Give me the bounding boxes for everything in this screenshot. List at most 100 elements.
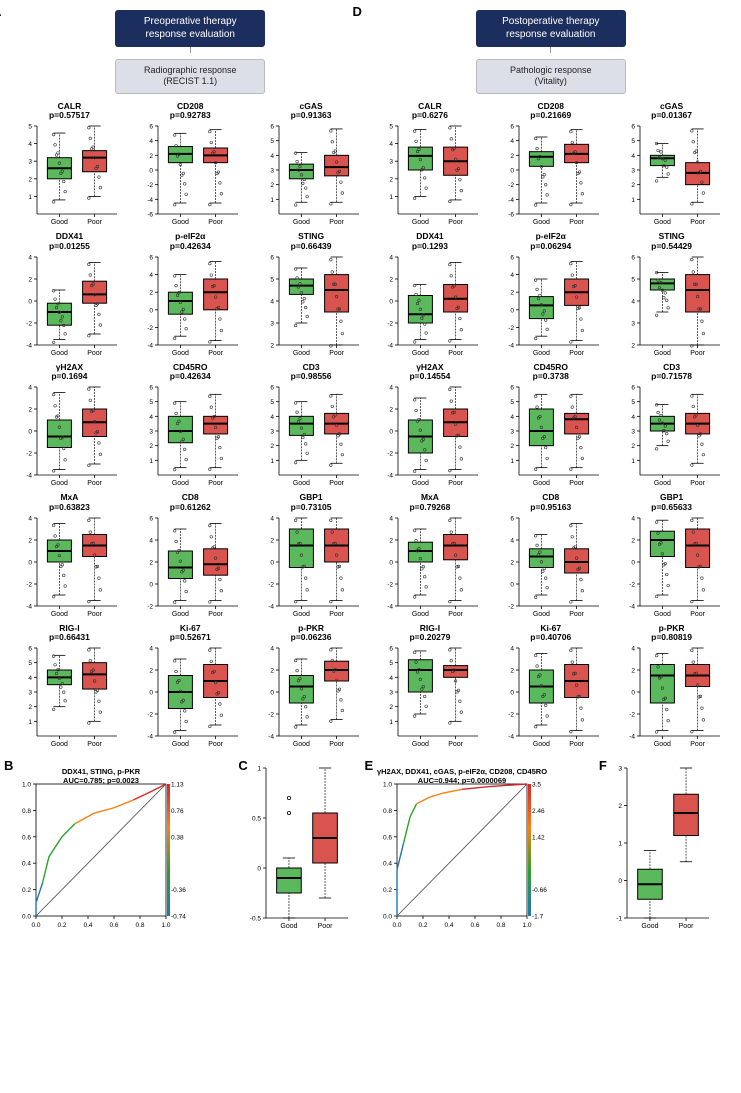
A-title-box: Preoperative therapy response evaluation bbox=[115, 10, 265, 47]
boxplot-title: CD3p=0.98556 bbox=[291, 363, 332, 383]
boxplot-svg: 123456GoodPoor bbox=[618, 122, 726, 230]
svg-text:-4: -4 bbox=[629, 734, 635, 741]
svg-text:4: 4 bbox=[389, 515, 393, 522]
panel-D-grid: CALRp=0.627612345GoodPoorCD208p=0.21669-… bbox=[371, 102, 732, 753]
boxplot-STING: STINGp=0.5442923456GoodPoor bbox=[612, 232, 731, 361]
connector bbox=[190, 47, 191, 53]
svg-text:6: 6 bbox=[150, 254, 154, 261]
boxplot-svg: -4-2024GoodPoor bbox=[257, 514, 365, 622]
svg-text:0: 0 bbox=[29, 559, 33, 566]
svg-text:Good: Good bbox=[51, 219, 68, 226]
svg-text:3: 3 bbox=[150, 429, 154, 436]
boxplot-CD208: CD208p=0.21669-6-4-20246GoodPoor bbox=[491, 102, 610, 231]
svg-text:-2: -2 bbox=[508, 324, 514, 331]
svg-text:-2: -2 bbox=[268, 581, 274, 588]
panel-B: B DDX41, STING, p-PKRAUC=0.785; p=0.0023… bbox=[10, 764, 244, 934]
panel-label-A: A bbox=[0, 4, 1, 19]
boxplot-CALR: CALRp=0.5751712345GoodPoor bbox=[10, 102, 129, 231]
panel-label-B: B bbox=[4, 758, 13, 773]
boxplot-CALR: CALRp=0.627612345GoodPoor bbox=[371, 102, 490, 231]
svg-text:0: 0 bbox=[150, 168, 154, 175]
svg-text:2: 2 bbox=[270, 537, 274, 544]
svg-text:-4: -4 bbox=[387, 473, 393, 480]
svg-text:2: 2 bbox=[389, 407, 393, 414]
bottom-row: B DDX41, STING, p-PKRAUC=0.785; p=0.0023… bbox=[10, 764, 731, 934]
svg-text:1.0: 1.0 bbox=[161, 922, 170, 929]
svg-text:-2: -2 bbox=[629, 712, 635, 719]
svg-text:0.5: 0.5 bbox=[252, 816, 261, 823]
svg-text:5: 5 bbox=[631, 276, 635, 283]
svg-text:-4: -4 bbox=[27, 342, 33, 349]
svg-text:Poor: Poor bbox=[88, 480, 103, 487]
svg-text:Poor: Poor bbox=[208, 480, 223, 487]
boxplot-p-PKR: p-PKRp=0.80819-4-2024GoodPoor bbox=[612, 624, 731, 753]
boxplot-CD3: CD3p=0.98556123456GoodPoor bbox=[252, 363, 371, 492]
svg-text:Poor: Poor bbox=[318, 923, 333, 930]
svg-text:5: 5 bbox=[150, 399, 154, 406]
svg-text:-4: -4 bbox=[268, 734, 274, 741]
svg-text:6: 6 bbox=[389, 646, 393, 653]
svg-text:0: 0 bbox=[631, 559, 635, 566]
boxplot-CD45RO: CD45ROp=0.3738123456GoodPoor bbox=[491, 363, 610, 492]
svg-text:3: 3 bbox=[270, 320, 274, 327]
boxplot-title: γH2AXp=0.1694 bbox=[51, 363, 87, 383]
boxplot-title: CD8p=0.61262 bbox=[170, 493, 211, 513]
svg-text:3: 3 bbox=[389, 159, 393, 166]
svg-text:4: 4 bbox=[510, 138, 514, 145]
boxplot-svg: -6-4-20246GoodPoor bbox=[136, 122, 244, 230]
panel-E: E γH2AX, DDX41, cGAS, p-eIF2α, CD208, CD… bbox=[371, 764, 605, 934]
svg-text:5: 5 bbox=[631, 399, 635, 406]
svg-text:6: 6 bbox=[150, 385, 154, 392]
svg-text:Good: Good bbox=[293, 219, 310, 226]
boxplot-title: CD208p=0.92783 bbox=[170, 102, 211, 122]
boxplot-title: CD3p=0.71578 bbox=[651, 363, 692, 383]
svg-text:1.42: 1.42 bbox=[532, 834, 545, 841]
svg-text:3: 3 bbox=[510, 429, 514, 436]
boxplot-Ki-67: Ki-67p=0.40706-4-2024GoodPoor bbox=[491, 624, 610, 753]
boxplot-p-eIF2α: p-eIF2αp=0.42634-4-20246GoodPoor bbox=[131, 232, 250, 361]
boxplot-RIG-I: RIG-Ip=0.66431123456GoodPoor bbox=[10, 624, 129, 753]
svg-text:Good: Good bbox=[51, 741, 68, 748]
boxplot-title: CALRp=0.57517 bbox=[49, 102, 90, 122]
svg-text:-4: -4 bbox=[387, 342, 393, 349]
boxplot-title: MxAp=0.63823 bbox=[49, 493, 90, 513]
svg-text:Poor: Poor bbox=[569, 611, 584, 618]
svg-text:4: 4 bbox=[270, 153, 274, 160]
svg-text:Good: Good bbox=[172, 611, 189, 618]
svg-text:-4: -4 bbox=[147, 734, 153, 741]
svg-text:0.6: 0.6 bbox=[382, 834, 391, 841]
svg-text:Good: Good bbox=[172, 480, 189, 487]
svg-text:6: 6 bbox=[631, 124, 635, 131]
svg-text:Poor: Poor bbox=[88, 741, 103, 748]
boxplot-svg: -4-20246GoodPoor bbox=[497, 253, 605, 361]
svg-text:Good: Good bbox=[293, 350, 310, 357]
svg-text:-2: -2 bbox=[387, 320, 393, 327]
D-sub-box: Pathologic response (Vitality) bbox=[476, 59, 626, 94]
boxplot-title: cGASp=0.91363 bbox=[291, 102, 332, 122]
svg-text:0.0: 0.0 bbox=[382, 914, 391, 921]
boxplot-svg: 12345GoodPoor bbox=[15, 122, 123, 230]
svg-text:2: 2 bbox=[150, 559, 154, 566]
svg-text:5: 5 bbox=[270, 399, 274, 406]
svg-text:Poor: Poor bbox=[690, 219, 705, 226]
svg-text:4: 4 bbox=[150, 272, 154, 279]
svg-text:-6: -6 bbox=[147, 212, 153, 219]
svg-text:2: 2 bbox=[29, 704, 33, 711]
roc-svg: γH2AX, DDX41, cGAS, p-eIF2α, CD208, CD45… bbox=[371, 764, 551, 934]
boxplot-CD45RO: CD45ROp=0.42634123456GoodPoor bbox=[131, 363, 250, 492]
svg-text:Poor: Poor bbox=[329, 611, 344, 618]
svg-text:4: 4 bbox=[510, 414, 514, 421]
svg-text:Good: Good bbox=[293, 741, 310, 748]
boxplot-p-PKR: p-PKRp=0.06236-4-2024GoodPoor bbox=[252, 624, 371, 753]
panel-label-F: F bbox=[599, 758, 607, 773]
svg-text:Poor: Poor bbox=[329, 480, 344, 487]
svg-text:Poor: Poor bbox=[569, 350, 584, 357]
svg-text:4: 4 bbox=[150, 646, 154, 653]
boxplot-svg: -4-2024GoodPoor bbox=[376, 383, 484, 491]
svg-text:-2: -2 bbox=[147, 324, 153, 331]
boxplot-MxA: MxAp=0.63823-4-2024GoodPoor bbox=[10, 493, 129, 622]
svg-text:0.0: 0.0 bbox=[22, 914, 31, 921]
boxplot-svg: -4-20246GoodPoor bbox=[136, 253, 244, 361]
svg-text:0.4: 0.4 bbox=[22, 861, 31, 868]
svg-text:0.76: 0.76 bbox=[171, 808, 184, 815]
